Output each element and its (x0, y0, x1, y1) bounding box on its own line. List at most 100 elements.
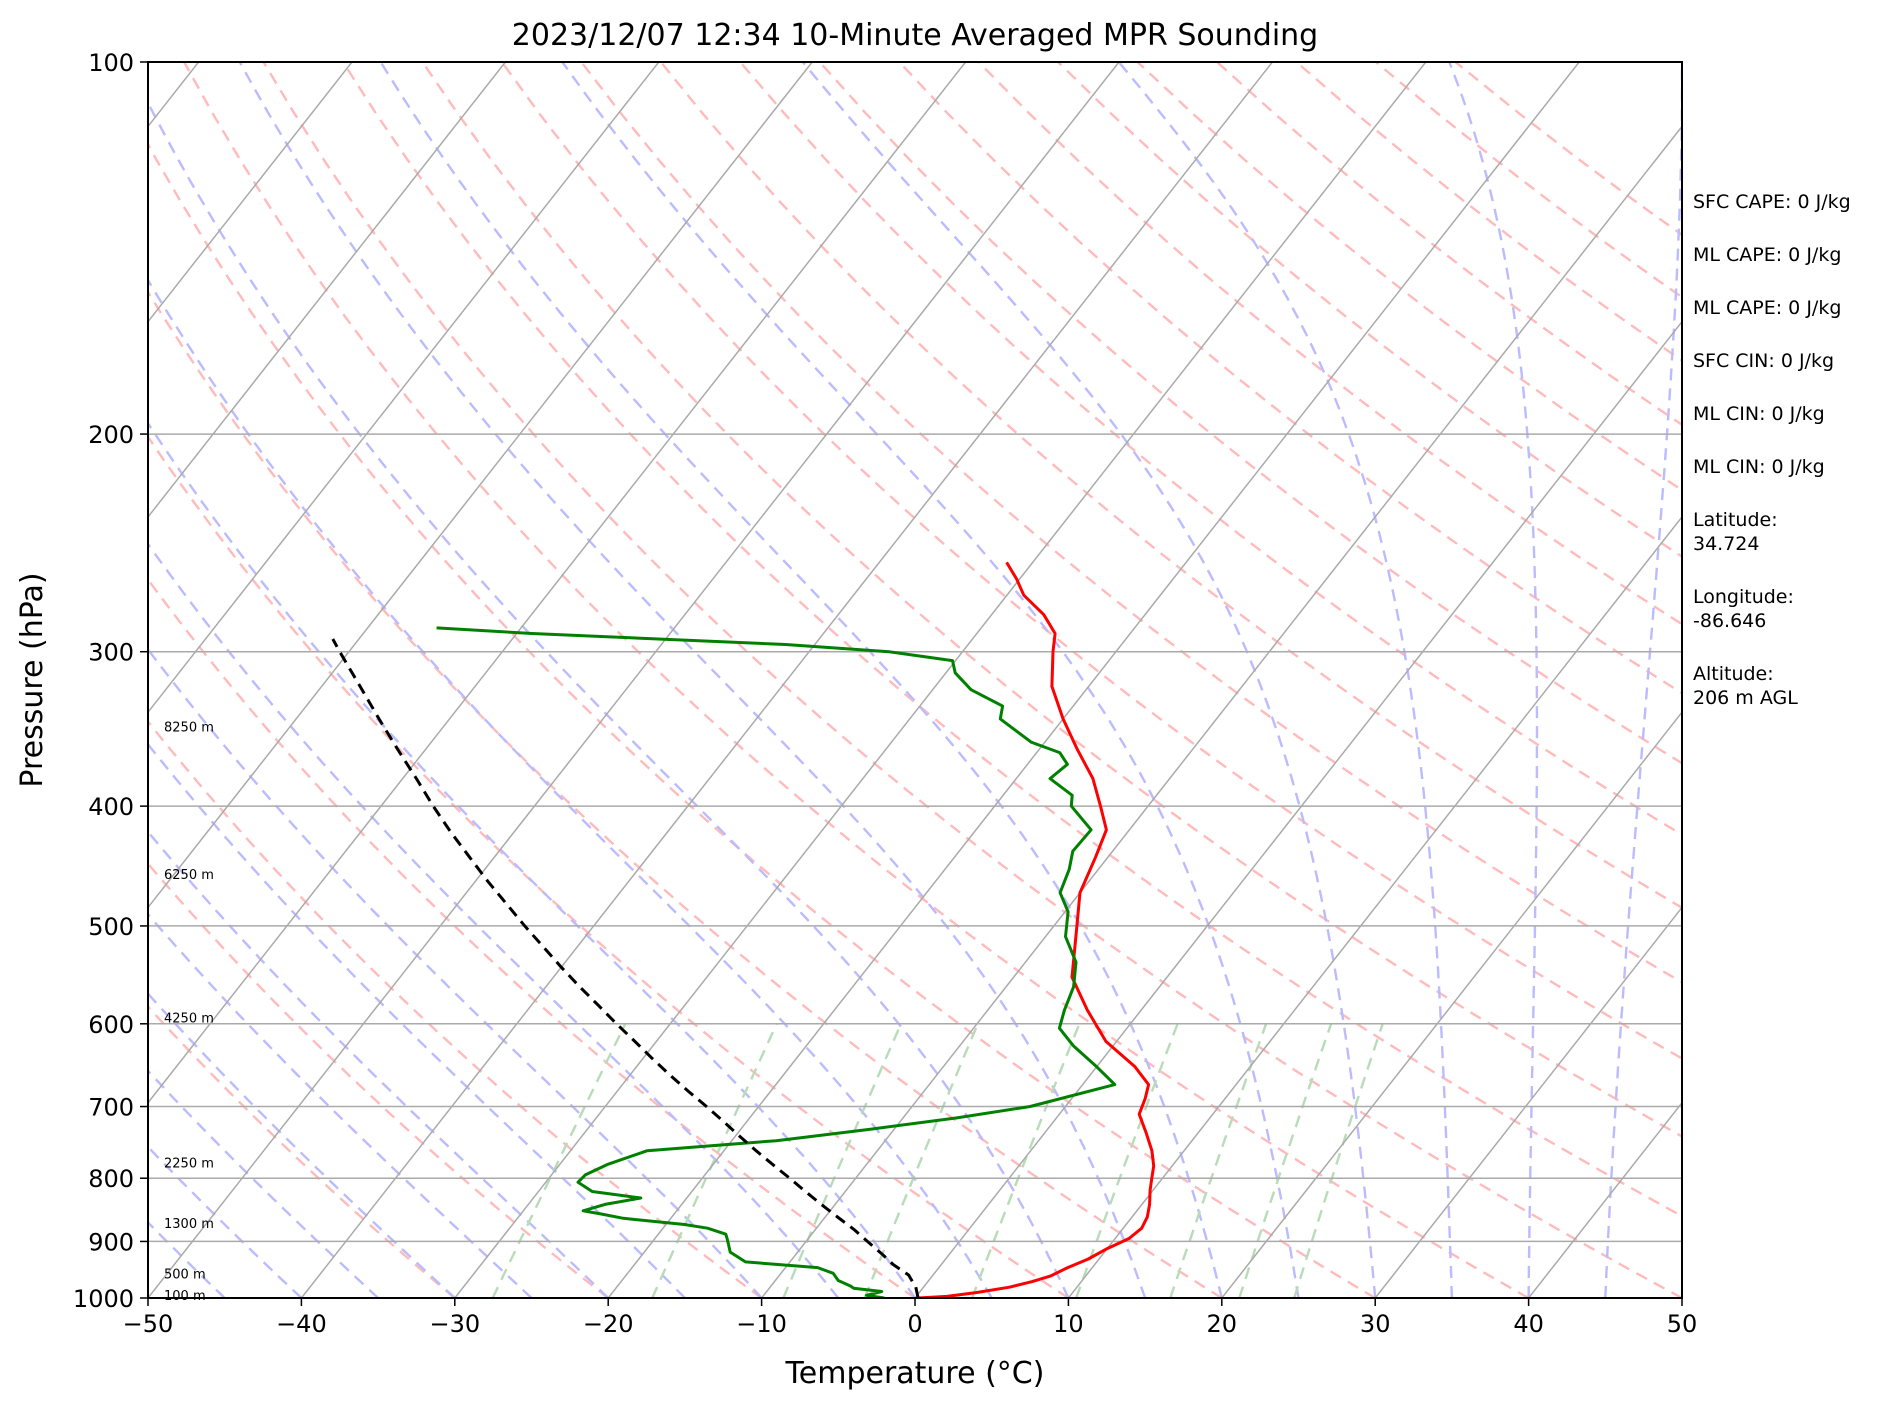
y-tick-label: 400 (88, 793, 134, 821)
height-label: 6250 m (164, 868, 214, 883)
isotherm (914, 320, 1682, 1298)
height-label: 8250 m (164, 721, 214, 736)
moist-adiabat (148, 912, 533, 1298)
moist-adiabat (1117, 62, 1454, 1298)
chart-title: 2023/12/07 12:34 10-Minute Averaged MPR … (512, 18, 1318, 53)
dry-adiabat (659, 62, 1682, 910)
moist-adiabat (1448, 62, 1539, 1298)
dewpoint-profile-line (436, 626, 1117, 1298)
moist-adiabat (148, 742, 686, 1298)
dry-adiabat (977, 62, 1682, 626)
x-tick-label: −30 (429, 1310, 480, 1338)
mixing-ratio-line (1293, 1023, 1384, 1298)
info-panel: SFC CAPE: 0 J/kg ML CAPE: 0 J/kg ML CAPE: … (1693, 190, 1888, 739)
y-tick-label: 1000 (73, 1285, 134, 1313)
y-axis-label: Pressure (hPa) (15, 572, 50, 787)
x-tick-label: 50 (1667, 1310, 1698, 1338)
isotherm (761, 125, 1682, 1298)
dry-adiabat (500, 62, 1682, 1060)
dry-adiabat (183, 62, 1530, 1298)
moist-adiabat (148, 541, 840, 1298)
x-tick-label: −50 (123, 1310, 174, 1338)
dry-adiabat (341, 62, 1682, 1218)
isotherm (148, 62, 506, 519)
moist-adiabat (148, 421, 916, 1298)
x-tick-label: 30 (1360, 1310, 1391, 1338)
height-label: 500 m (164, 1267, 206, 1282)
y-tick-label: 600 (88, 1011, 134, 1039)
height-label: 2250 m (164, 1157, 214, 1172)
y-axis: 100 200 300 400 500 600 700 800 900 1000 (73, 49, 148, 1313)
x-tick-label: −10 (736, 1310, 787, 1338)
dry-adiabat (580, 62, 1682, 984)
y-tick-label: 900 (88, 1228, 134, 1256)
isotherm (148, 62, 967, 1104)
y-tick-label: 100 (88, 49, 134, 77)
moist-adiabat (148, 100, 1070, 1298)
info-item: SFC CAPE: 0 J/kg (1693, 191, 1851, 213)
isotherm (607, 62, 1580, 1298)
isotherm (1067, 515, 1682, 1298)
info-item: ML CAPE: 0 J/kg (1693, 297, 1842, 319)
info-item: ML CAPE: 0 J/kg (1693, 244, 1842, 266)
moist-adiabat (148, 829, 610, 1298)
dry-adiabat (898, 62, 1682, 695)
dry-adiabat (262, 62, 1682, 1298)
y-tick-label: 800 (88, 1165, 134, 1193)
x-tick-label: −20 (583, 1310, 634, 1338)
x-axis-label: Temperature (°C) (785, 1356, 1045, 1391)
y-tick-label: 700 (88, 1094, 134, 1122)
height-label: 1300 m (164, 1217, 214, 1232)
y-tick-label: 300 (88, 639, 134, 667)
parcel-profile-line (331, 638, 920, 1298)
moist-adiabat (561, 62, 1300, 1298)
x-tick-label: 40 (1513, 1310, 1544, 1338)
isotherm (148, 62, 660, 714)
isotherm (1221, 710, 1682, 1298)
dry-adiabat (148, 577, 916, 1298)
dry-adiabat (421, 62, 1682, 1138)
data-lines (331, 561, 1156, 1298)
isotherm (148, 62, 813, 909)
y-tick-label: 500 (88, 913, 134, 941)
info-item: SFC CIN: 0 J/kg (1693, 350, 1835, 372)
moist-adiabat (148, 1145, 303, 1298)
dry-adiabat (148, 861, 609, 1298)
moist-adiabat (148, 647, 763, 1298)
x-tick-label: 10 (1053, 1310, 1084, 1338)
info-item: ML CIN: 0 J/kg (1693, 403, 1825, 425)
moist-adiabat (148, 991, 456, 1298)
dry-adiabat (148, 434, 1070, 1298)
info-item: Longitude: -86.646 (1693, 586, 1794, 632)
y-tick-label: 200 (88, 421, 134, 449)
temperature-profile-line (918, 561, 1156, 1298)
isotherm (454, 62, 1427, 1298)
isotherm (1374, 906, 1682, 1298)
info-item: Altitude: 206 m AGL (1693, 663, 1798, 709)
moist-adiabat (148, 277, 993, 1298)
dry-adiabat (148, 719, 763, 1298)
info-item: ML CIN: 0 J/kg (1693, 456, 1825, 478)
mixing-ratio-line (651, 1023, 778, 1298)
info-item: Latitude: 34.724 (1693, 509, 1778, 555)
mixing-ratio-line (970, 1023, 1081, 1298)
isotherm (148, 62, 353, 323)
isotherm (148, 62, 1120, 1298)
height-label: 100 m (164, 1289, 206, 1304)
moist-adiabat (801, 62, 1377, 1298)
mixing-ratio-line (863, 1023, 980, 1298)
moist-adiabat (148, 1069, 379, 1298)
x-axis: −50 −40 −30 −20 −10 0 10 20 30 40 50 (123, 1298, 1698, 1338)
moist-adiabat (1604, 62, 1682, 1298)
mixing-ratio-line (491, 1023, 627, 1298)
x-tick-label: 20 (1207, 1310, 1238, 1338)
height-labels: 100 m 500 m 1300 m 2250 m 4250 m 6250 m 8250 m (164, 721, 214, 1304)
moist-adiabat (379, 62, 1223, 1298)
dry-adiabat (148, 289, 1223, 1298)
moist-adiabat (238, 62, 1147, 1298)
plot-area (148, 62, 1682, 1298)
background-lines (148, 62, 1682, 1298)
x-tick-label: −40 (276, 1310, 327, 1338)
dry-adiabat (148, 141, 1376, 1298)
